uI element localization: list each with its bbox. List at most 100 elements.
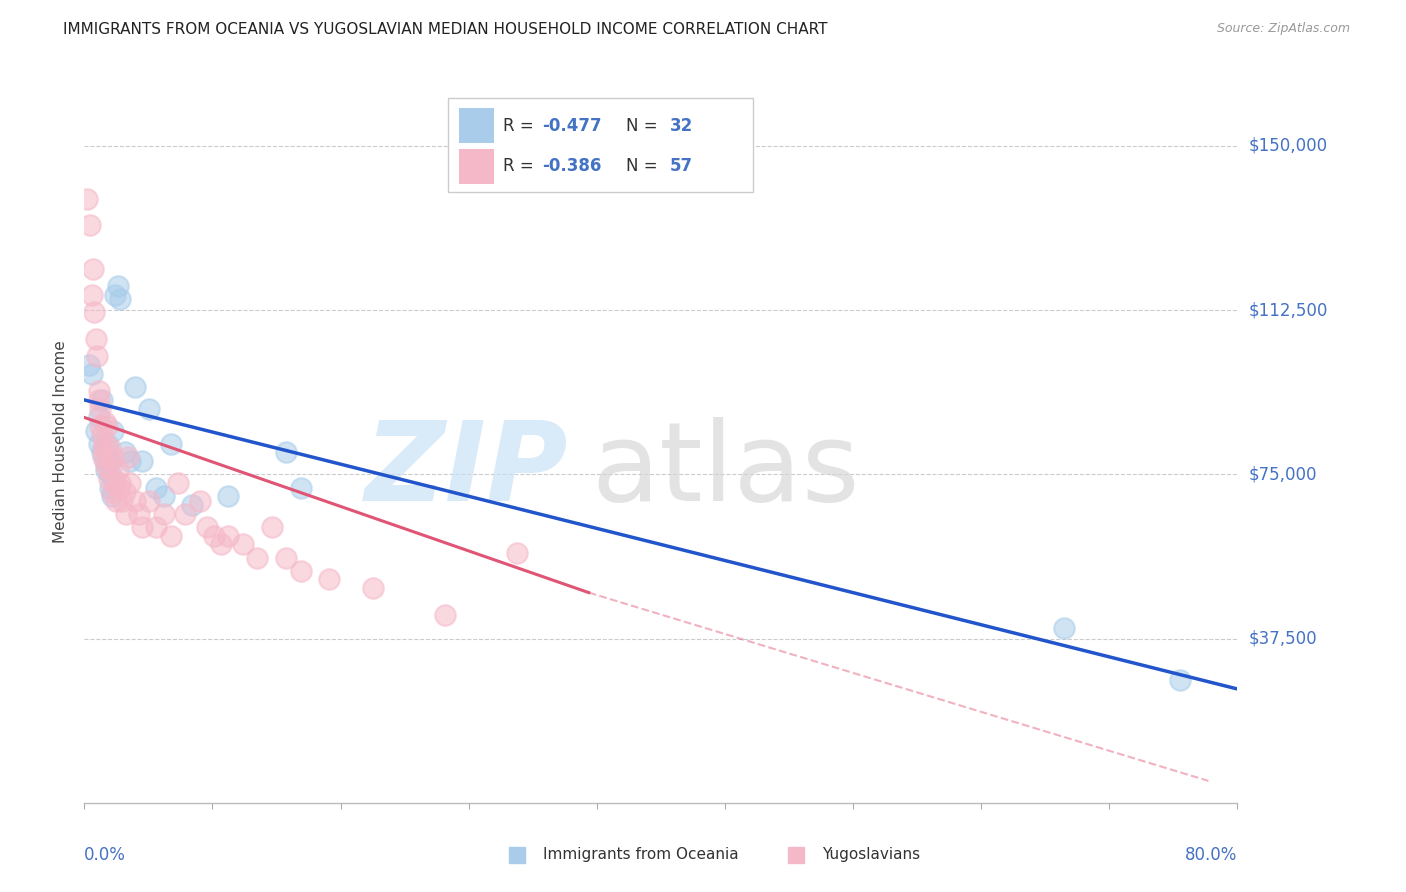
Point bbox=[91, 441, 114, 455]
Point bbox=[93, 415, 115, 429]
Y-axis label: Median Household Income: Median Household Income bbox=[53, 340, 69, 543]
Point bbox=[361, 581, 384, 595]
Text: $112,500: $112,500 bbox=[1249, 301, 1327, 319]
Point bbox=[114, 484, 136, 499]
Text: -0.386: -0.386 bbox=[543, 157, 602, 175]
Text: N =: N = bbox=[626, 157, 664, 175]
Point bbox=[93, 454, 115, 468]
Point bbox=[79, 218, 101, 232]
Point bbox=[145, 481, 167, 495]
Text: 57: 57 bbox=[671, 157, 693, 175]
Point bbox=[96, 436, 118, 450]
Bar bbox=[460, 149, 494, 184]
Point bbox=[80, 288, 103, 302]
Point bbox=[96, 450, 118, 464]
Point bbox=[82, 261, 104, 276]
Point bbox=[96, 419, 118, 434]
Point bbox=[89, 419, 111, 434]
Point bbox=[97, 472, 120, 486]
Point bbox=[111, 493, 134, 508]
Point bbox=[318, 573, 340, 587]
Point bbox=[174, 507, 197, 521]
Point bbox=[120, 454, 142, 468]
Text: Immigrants from Oceania: Immigrants from Oceania bbox=[543, 847, 738, 863]
Point bbox=[104, 288, 127, 302]
Point bbox=[108, 481, 131, 495]
Point bbox=[260, 520, 283, 534]
Point bbox=[290, 564, 312, 578]
Point bbox=[86, 349, 108, 363]
Point bbox=[128, 507, 150, 521]
Text: IMMIGRANTS FROM OCEANIA VS YUGOSLAVIAN MEDIAN HOUSEHOLD INCOME CORRELATION CHART: IMMIGRANTS FROM OCEANIA VS YUGOSLAVIAN M… bbox=[63, 22, 828, 37]
Point bbox=[195, 520, 218, 534]
Text: N =: N = bbox=[626, 117, 664, 135]
Point bbox=[87, 436, 110, 450]
Point bbox=[152, 489, 174, 503]
Point bbox=[76, 192, 98, 206]
Point bbox=[94, 463, 117, 477]
Point bbox=[103, 424, 124, 438]
Text: 32: 32 bbox=[671, 117, 693, 135]
Point bbox=[90, 445, 112, 459]
Point bbox=[145, 520, 167, 534]
Point bbox=[218, 489, 240, 503]
Point bbox=[98, 481, 121, 495]
Text: $37,500: $37,500 bbox=[1249, 630, 1317, 648]
Text: atlas: atlas bbox=[592, 417, 860, 524]
Point bbox=[89, 401, 111, 416]
Point bbox=[87, 384, 110, 399]
Text: R =: R = bbox=[503, 157, 538, 175]
Point bbox=[124, 493, 146, 508]
Point bbox=[93, 436, 115, 450]
Point bbox=[98, 467, 121, 482]
Text: ZIP: ZIP bbox=[366, 417, 568, 524]
Point bbox=[276, 550, 298, 565]
Bar bbox=[460, 109, 494, 143]
Point bbox=[114, 445, 136, 459]
Point bbox=[1168, 673, 1191, 688]
Point bbox=[87, 392, 110, 407]
Point bbox=[105, 493, 128, 508]
Point bbox=[87, 410, 110, 425]
Point bbox=[218, 529, 240, 543]
Text: R =: R = bbox=[503, 117, 538, 135]
Point bbox=[209, 537, 232, 551]
Point bbox=[232, 537, 254, 551]
Point bbox=[117, 450, 139, 464]
Point bbox=[433, 607, 456, 622]
Text: 0.0%: 0.0% bbox=[84, 847, 127, 864]
Point bbox=[152, 507, 174, 521]
Text: 80.0%: 80.0% bbox=[1185, 847, 1237, 864]
Point bbox=[167, 476, 190, 491]
Point bbox=[80, 367, 103, 381]
Point bbox=[160, 436, 183, 450]
Point bbox=[246, 550, 269, 565]
Point bbox=[90, 428, 112, 442]
Point bbox=[276, 445, 298, 459]
Point bbox=[107, 279, 129, 293]
Point bbox=[160, 529, 183, 543]
Point bbox=[290, 481, 312, 495]
Point bbox=[103, 450, 124, 464]
Point bbox=[83, 305, 105, 319]
Point bbox=[104, 476, 127, 491]
Point bbox=[94, 458, 117, 473]
Point bbox=[110, 476, 132, 491]
Point bbox=[110, 292, 132, 306]
Point bbox=[100, 484, 122, 499]
Point bbox=[138, 401, 160, 416]
Point bbox=[84, 424, 107, 438]
Point bbox=[131, 454, 153, 468]
Point bbox=[181, 498, 204, 512]
Point bbox=[115, 507, 138, 521]
Text: $75,000: $75,000 bbox=[1249, 466, 1317, 483]
Text: Yugoslavians: Yugoslavians bbox=[823, 847, 921, 863]
Point bbox=[506, 546, 529, 560]
Point bbox=[1053, 621, 1076, 635]
Point bbox=[120, 476, 142, 491]
Point bbox=[77, 358, 100, 372]
Point bbox=[97, 454, 120, 468]
Point bbox=[90, 392, 112, 407]
Bar bbox=[447, 98, 754, 193]
Point bbox=[202, 529, 225, 543]
